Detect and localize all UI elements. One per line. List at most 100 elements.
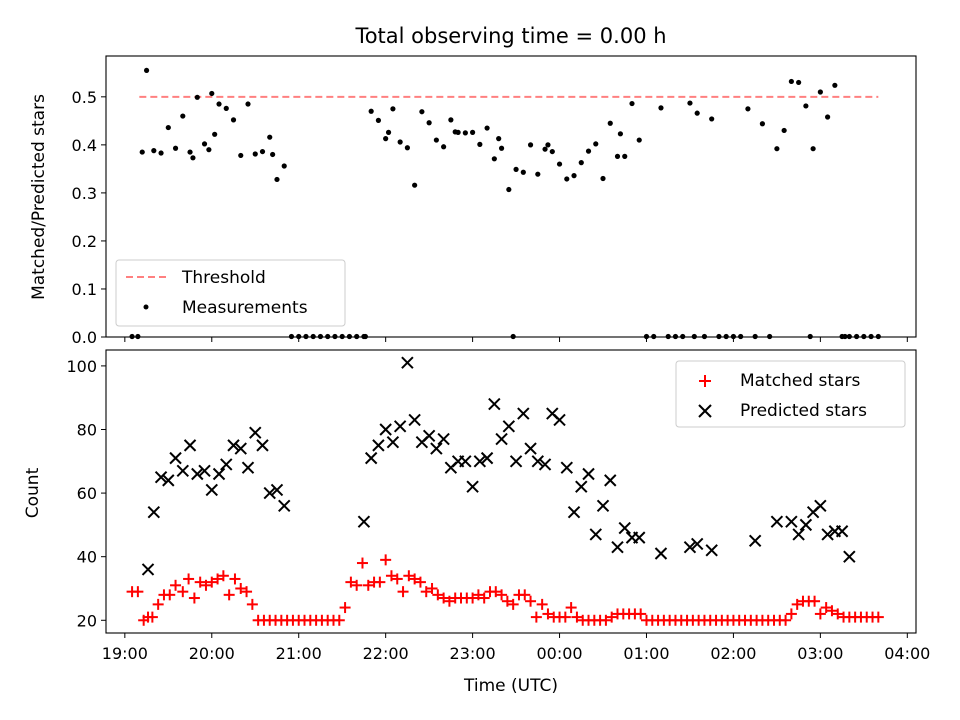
matched-star-point xyxy=(780,614,792,626)
top-ytick-label: 0.2 xyxy=(72,232,97,251)
matched-star-point xyxy=(132,586,144,598)
legend-predicted-label: Predicted stars xyxy=(740,401,867,421)
predicted-star-point xyxy=(509,455,523,468)
measurement-point xyxy=(730,333,737,340)
bottom-ytick-label: 60 xyxy=(77,484,97,503)
predicted-star-point xyxy=(278,499,291,513)
measurement-point xyxy=(288,333,295,340)
measurement-point xyxy=(556,161,563,167)
matched-star-point xyxy=(571,611,583,623)
matched-star-point xyxy=(490,586,502,598)
bottom-xtick-label: 22:00 xyxy=(363,644,409,663)
measurement-point xyxy=(788,78,794,85)
matched-star-point xyxy=(345,576,357,588)
predicted-star-point xyxy=(176,464,190,478)
legend-measurements-label: Measurements xyxy=(182,298,308,318)
predicted-star-point xyxy=(473,455,487,468)
legend-predicted-swatch xyxy=(698,404,712,418)
measurement-point xyxy=(513,166,519,172)
matched-star-point xyxy=(785,608,797,620)
measurement-point xyxy=(354,333,360,340)
predicted-star-point xyxy=(560,461,573,474)
measurement-point xyxy=(281,163,287,169)
predicted-star-point xyxy=(683,540,697,554)
measurement-point xyxy=(600,175,606,182)
predicted-star-point xyxy=(531,455,545,468)
top-ytick-label: 0.5 xyxy=(72,88,97,107)
measurement-point xyxy=(270,151,276,158)
measurement-point xyxy=(520,169,526,175)
matched-star-point xyxy=(542,608,554,620)
measurement-point xyxy=(498,145,505,151)
predicted-star-point xyxy=(430,442,443,455)
predicted-star-point xyxy=(357,515,371,528)
matched-star-point xyxy=(559,611,571,623)
matched-star-point xyxy=(241,586,253,598)
matched-star-point xyxy=(438,592,450,604)
top-ytick-label: 0.0 xyxy=(72,328,97,347)
measurement-point xyxy=(549,148,555,155)
predicted-star-point xyxy=(227,439,240,452)
measurement-point xyxy=(448,117,454,123)
bottom-legend: Matched stars Predicted stars xyxy=(675,360,906,428)
measurement-point xyxy=(709,116,715,122)
measurement-point xyxy=(165,124,171,131)
matched-star-point xyxy=(414,576,426,588)
predicted-star-point xyxy=(183,439,197,452)
predicted-star-point xyxy=(843,550,856,563)
measurement-point xyxy=(643,333,650,340)
matched-star-point xyxy=(235,582,247,594)
measurement-point xyxy=(585,148,592,154)
matched-star-point xyxy=(333,614,345,626)
predicted-star-point xyxy=(502,420,516,433)
matched-star-point xyxy=(809,595,821,607)
measurement-point xyxy=(636,137,642,143)
measurement-point xyxy=(680,333,686,340)
bottom-xtick-label: 02:00 xyxy=(710,644,756,663)
predicted-star-point xyxy=(263,486,276,500)
matched-star-point xyxy=(478,592,490,604)
matched-star-point xyxy=(409,573,421,585)
measurement-point xyxy=(491,156,497,162)
measurement-point xyxy=(527,142,534,148)
measurement-point xyxy=(875,333,881,340)
measurement-point xyxy=(245,101,251,107)
predicted-star-point xyxy=(488,397,501,411)
measurement-point xyxy=(807,333,813,340)
measurement-point xyxy=(433,137,439,143)
matched-star-point xyxy=(826,605,838,617)
measurement-point xyxy=(259,148,266,155)
predicted-star-point xyxy=(821,528,834,541)
measurement-point xyxy=(139,149,145,155)
predicted-star-point xyxy=(633,531,646,544)
measurement-point xyxy=(535,171,541,177)
measurement-point xyxy=(825,114,831,120)
predicted-star-point xyxy=(241,461,255,474)
measurement-point xyxy=(346,333,353,340)
measurement-point xyxy=(325,333,331,340)
matched-star-point xyxy=(164,589,176,601)
measurement-point xyxy=(274,176,280,183)
matched-star-point xyxy=(606,611,618,623)
measurement-point xyxy=(622,153,628,159)
measurement-point xyxy=(252,151,258,157)
matched-star-point xyxy=(212,573,224,585)
measurement-point xyxy=(796,79,802,86)
bottom-xlabel: Time (UTC) xyxy=(463,676,558,696)
predicted-star-point xyxy=(212,467,226,481)
predicted-star-point xyxy=(191,467,204,481)
predicted-star-point xyxy=(393,420,407,433)
predicted-star-point xyxy=(386,436,400,449)
measurement-point xyxy=(180,113,186,119)
matched-star-point xyxy=(530,611,542,623)
predicted-star-point xyxy=(459,455,472,468)
measurement-point xyxy=(143,67,150,74)
predicted-star-point xyxy=(785,515,798,528)
legend-measurements-swatch xyxy=(143,304,149,310)
measurement-point xyxy=(759,121,766,127)
predicted-star-point xyxy=(256,439,269,452)
measurement-point xyxy=(593,141,599,147)
bottom-xtick-label: 04:00 xyxy=(884,644,930,663)
matched-star-point xyxy=(507,598,519,610)
